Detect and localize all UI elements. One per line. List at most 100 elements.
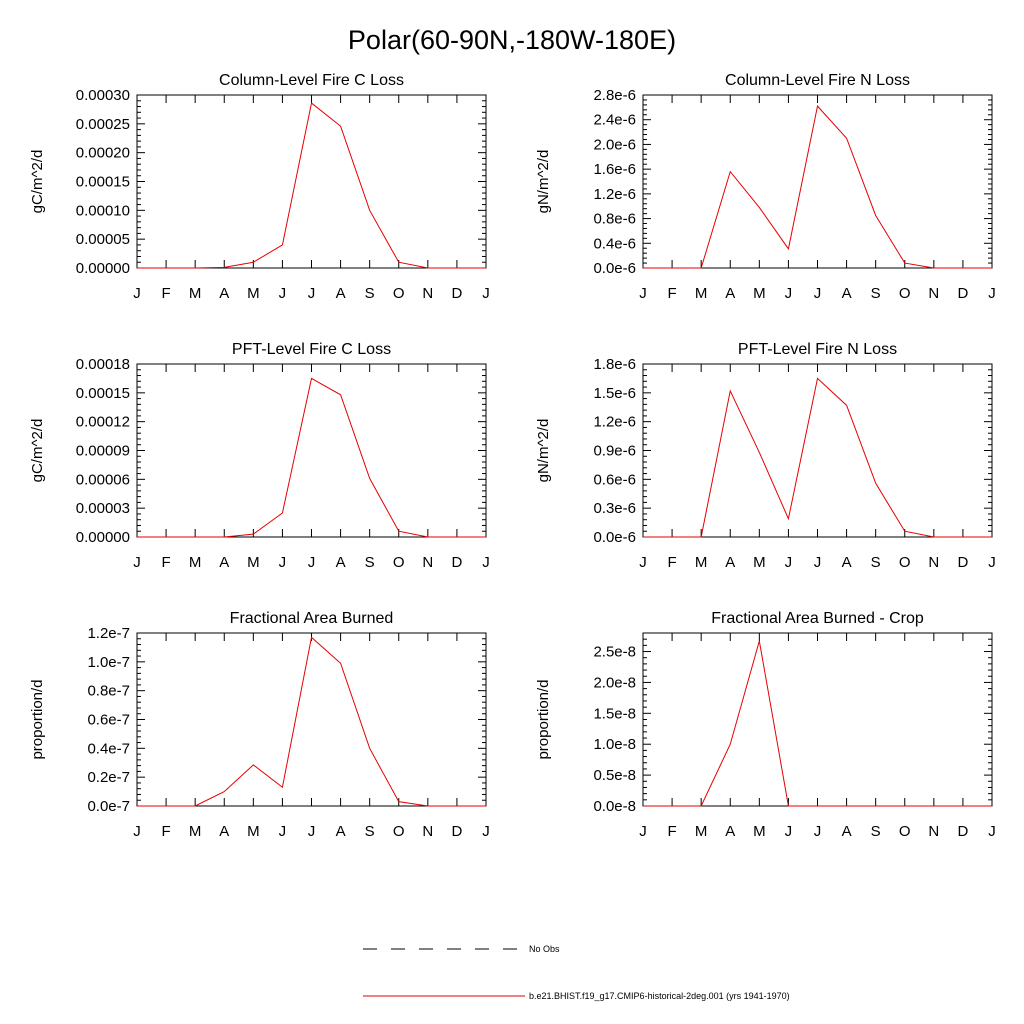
x-tick-label: J bbox=[133, 285, 141, 302]
y-tick-label: 1.6e-6 bbox=[593, 161, 636, 178]
plot-frame bbox=[136, 94, 487, 269]
x-tick-label: D bbox=[451, 285, 462, 302]
y-axis-label: gC/m^2/d bbox=[29, 150, 46, 214]
x-tick-label: A bbox=[219, 823, 229, 840]
y-tick-label: 1.0e-8 bbox=[593, 736, 636, 753]
x-tick-label: J bbox=[308, 554, 316, 571]
x-tick-label: O bbox=[393, 554, 405, 571]
y-tick-label: 2.5e-8 bbox=[593, 644, 636, 661]
y-tick-label: 0.0e-6 bbox=[593, 529, 636, 546]
y-tick-label: 0.00020 bbox=[76, 145, 130, 162]
x-tick-label: M bbox=[247, 285, 260, 302]
y-tick-label: 1.0e-7 bbox=[87, 654, 130, 671]
x-tick-label: J bbox=[482, 823, 490, 840]
y-axis-label: gN/m^2/d bbox=[535, 419, 552, 483]
x-tick-label: D bbox=[451, 823, 462, 840]
x-tick-label: F bbox=[161, 554, 170, 571]
y-tick-label: 1.2e-7 bbox=[87, 625, 130, 642]
y-tick-label: 0.00006 bbox=[76, 471, 130, 488]
y-tick-label: 2.0e-6 bbox=[593, 136, 636, 153]
plot-frame bbox=[136, 632, 487, 807]
x-tick-label: F bbox=[667, 823, 676, 840]
y-tick-label: 0.0e-8 bbox=[593, 798, 636, 815]
x-tick-label: N bbox=[422, 823, 433, 840]
panel-title: PFT-Level Fire C Loss bbox=[232, 341, 391, 358]
panel-title: PFT-Level Fire N Loss bbox=[738, 341, 897, 358]
x-tick-label: A bbox=[725, 554, 735, 571]
x-tick-label: M bbox=[189, 823, 202, 840]
x-tick-label: J bbox=[133, 554, 141, 571]
y-tick-label: 0.5e-8 bbox=[593, 767, 636, 784]
y-axis-label: proportion/d bbox=[29, 679, 46, 759]
y-tick-label: 0.00005 bbox=[76, 231, 130, 248]
x-tick-label: J bbox=[308, 285, 316, 302]
y-tick-label: 2.4e-6 bbox=[593, 112, 636, 129]
y-tick-label: 0.0e-7 bbox=[87, 798, 130, 815]
series-line bbox=[137, 636, 486, 807]
x-tick-label: J bbox=[279, 285, 287, 302]
x-tick-label: J bbox=[279, 823, 287, 840]
x-tick-label: O bbox=[899, 554, 911, 571]
legend-label-model: b.e21.BHIST.f19_g17.CMIP6-historical-2de… bbox=[529, 991, 790, 1001]
y-tick-label: 0.0e-6 bbox=[593, 260, 636, 277]
x-tick-label: S bbox=[871, 823, 881, 840]
x-tick-label: J bbox=[988, 285, 996, 302]
panel-title: Column-Level Fire C Loss bbox=[219, 72, 404, 89]
x-tick-label: J bbox=[785, 823, 793, 840]
y-tick-label: 0.6e-6 bbox=[593, 471, 636, 488]
x-tick-label: J bbox=[639, 285, 647, 302]
x-tick-label: J bbox=[785, 285, 793, 302]
y-tick-label: 0.4e-6 bbox=[593, 235, 636, 252]
x-tick-label: S bbox=[871, 285, 881, 302]
x-tick-label: O bbox=[393, 285, 405, 302]
y-tick-label: 0.2e-7 bbox=[87, 769, 130, 786]
x-tick-label: A bbox=[219, 554, 229, 571]
x-tick-label: A bbox=[336, 823, 346, 840]
y-tick-label: 0.00012 bbox=[76, 414, 130, 431]
x-tick-label: S bbox=[365, 554, 375, 571]
y-tick-label: 0.00000 bbox=[76, 529, 130, 546]
x-tick-label: J bbox=[308, 823, 316, 840]
series-line bbox=[643, 640, 992, 807]
x-tick-label: S bbox=[871, 554, 881, 571]
legend: No Obs b.e21.BHIST.f19_g17.CMIP6-histori… bbox=[363, 944, 790, 1001]
x-tick-label: A bbox=[842, 554, 852, 571]
y-tick-label: 0.3e-6 bbox=[593, 500, 636, 517]
series-line bbox=[137, 377, 486, 538]
x-tick-label: D bbox=[957, 554, 968, 571]
panel-title: Column-Level Fire N Loss bbox=[725, 72, 910, 89]
x-tick-label: M bbox=[695, 823, 708, 840]
y-tick-label: 1.2e-6 bbox=[593, 186, 636, 203]
y-tick-label: 0.8e-7 bbox=[87, 683, 130, 700]
series-line bbox=[643, 105, 992, 269]
plot-frame bbox=[136, 363, 487, 538]
x-tick-label: M bbox=[753, 554, 766, 571]
x-tick-label: N bbox=[928, 285, 939, 302]
y-tick-label: 0.00025 bbox=[76, 116, 130, 133]
y-tick-label: 0.00015 bbox=[76, 385, 130, 402]
x-tick-label: A bbox=[725, 823, 735, 840]
x-tick-label: J bbox=[988, 554, 996, 571]
x-tick-label: M bbox=[753, 823, 766, 840]
panel-title: Fractional Area Burned bbox=[230, 610, 394, 627]
x-tick-label: S bbox=[365, 285, 375, 302]
plot-frame bbox=[642, 94, 993, 269]
x-tick-label: F bbox=[161, 823, 170, 840]
x-tick-label: J bbox=[988, 823, 996, 840]
y-tick-label: 0.6e-7 bbox=[87, 712, 130, 729]
x-tick-label: M bbox=[247, 554, 260, 571]
series-line bbox=[643, 377, 992, 538]
series-line bbox=[137, 102, 486, 269]
x-tick-label: J bbox=[482, 554, 490, 571]
x-tick-label: N bbox=[422, 285, 433, 302]
y-axis-label: proportion/d bbox=[535, 679, 552, 759]
legend-label-no-obs: No Obs bbox=[529, 944, 560, 954]
plot-frame bbox=[642, 632, 993, 807]
x-tick-label: J bbox=[639, 554, 647, 571]
